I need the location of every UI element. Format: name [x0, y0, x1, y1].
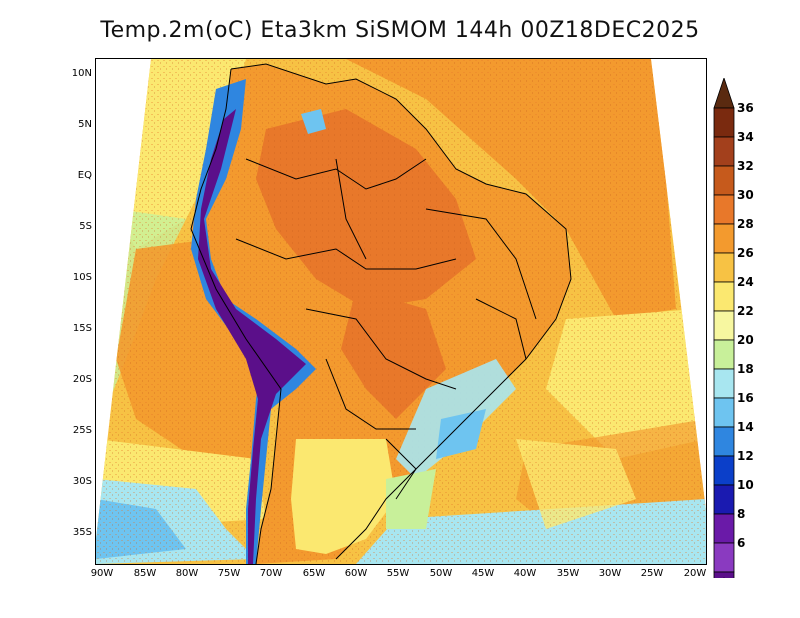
colorbar-label-28: 28 [737, 217, 754, 231]
colorbar-label-32: 32 [737, 159, 754, 173]
colorbar-label-14: 14 [737, 420, 754, 434]
lon-label-30w: 30W [598, 568, 622, 579]
lat-label-30s: 30S [72, 476, 92, 487]
colorbar-segment [713, 426, 735, 457]
colorbar-label-8: 8 [737, 507, 746, 521]
colorbar-label-24: 24 [737, 275, 754, 289]
lat-label-5s: 5S [79, 221, 92, 232]
colorbar-segment [713, 455, 735, 486]
map-frame [95, 58, 707, 565]
lon-label-35w: 35W [556, 568, 580, 579]
colorbar-segment [713, 281, 735, 312]
lon-label-20w: 20W [683, 568, 707, 579]
lon-label-70w: 70W [259, 568, 283, 579]
temperature-field [96, 59, 706, 564]
colorbar-segment [713, 194, 735, 225]
colorbar-tip-top [713, 78, 735, 109]
lat-label-eq: EQ [77, 170, 92, 181]
colorbar-label-16: 16 [737, 391, 754, 405]
lon-label-85w: 85W [133, 568, 157, 579]
colorbar-segment [713, 542, 735, 573]
lon-label-75w: 75W [217, 568, 241, 579]
lon-label-90w: 90W [90, 568, 114, 579]
map-title: Temp.2m(oC) Eta3km SiSMOM 144h 00Z18DEC2… [100, 18, 700, 43]
colorbar-segment [713, 397, 735, 428]
colorbar-label-18: 18 [737, 362, 754, 376]
colorbar-label-36: 36 [737, 101, 754, 115]
colorbar-label-20: 20 [737, 333, 754, 347]
colorbar-label-10: 10 [737, 478, 754, 492]
colorbar-segment [713, 165, 735, 196]
lat-label-20s: 20S [72, 374, 92, 385]
temperature-map [96, 59, 706, 564]
lat-label-5n: 5N [78, 119, 92, 130]
colorbar-label-22: 22 [737, 304, 754, 318]
colorbar-segment [713, 310, 735, 341]
colorbar-segment [713, 252, 735, 283]
colorbar-label-26: 26 [737, 246, 754, 260]
lon-label-60w: 60W [344, 568, 368, 579]
lon-label-25w: 25W [640, 568, 664, 579]
colorbar-segment [713, 484, 735, 515]
lon-label-65w: 65W [302, 568, 326, 579]
colorbar-segment [713, 571, 735, 578]
lon-label-55w: 55W [386, 568, 410, 579]
lat-label-15s: 15S [72, 323, 92, 334]
lat-label-25s: 25S [72, 425, 92, 436]
lon-label-50w: 50W [429, 568, 453, 579]
lon-label-40w: 40W [513, 568, 537, 579]
colorbar-label-30: 30 [737, 188, 754, 202]
country-borders [190, 63, 572, 564]
colorbar-segment [713, 339, 735, 370]
colorbar-segment [713, 107, 735, 138]
colorbar-segment [713, 136, 735, 167]
colorbar-label-12: 12 [737, 449, 754, 463]
lat-label-10s: 10S [72, 272, 92, 283]
colorbar-segment [713, 513, 735, 544]
lon-label-80w: 80W [175, 568, 199, 579]
colorbar [713, 78, 735, 578]
colorbar-segment [713, 368, 735, 399]
lon-label-45w: 45W [471, 568, 495, 579]
colorbar-label-34: 34 [737, 130, 754, 144]
colorbar-label-6: 6 [737, 536, 746, 550]
colorbar-segment [713, 223, 735, 254]
lat-label-35s: 35S [72, 527, 92, 538]
lat-label-10n: 10N [71, 68, 92, 79]
